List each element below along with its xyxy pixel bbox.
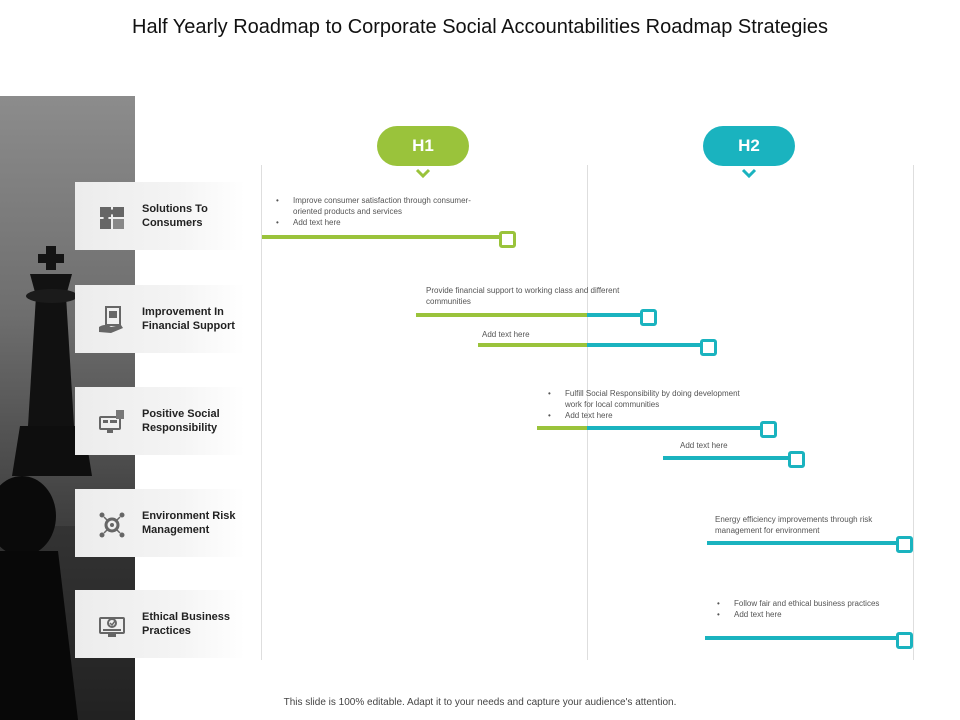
task-bar-h1 bbox=[478, 343, 587, 347]
task-bar-h1 bbox=[416, 313, 587, 317]
task-bar-h2 bbox=[587, 343, 701, 347]
task-bar-h2 bbox=[587, 313, 641, 317]
task-text: Add text here bbox=[482, 330, 530, 339]
task-bullet: Follow fair and ethical business practic… bbox=[715, 598, 885, 609]
task-bar-h2 bbox=[707, 541, 897, 545]
timeline-divider-start bbox=[261, 165, 262, 660]
task-text: Fulfill Social Responsibility by doing d… bbox=[546, 388, 746, 421]
slide-title: Half Yearly Roadmap to Corporate Social … bbox=[132, 16, 828, 38]
chevron-down-icon bbox=[741, 168, 757, 179]
task-bar-h1 bbox=[537, 426, 587, 430]
task-text: Provide financial support to working cla… bbox=[426, 286, 620, 306]
puzzle-icon bbox=[100, 207, 124, 229]
footer-note: This slide is 100% editable. Adapt it to… bbox=[283, 697, 677, 708]
row-label: Positive Social Responsibility bbox=[142, 408, 220, 434]
task-bullet: Add text here bbox=[546, 410, 746, 421]
milestone-node bbox=[896, 536, 913, 553]
timeline-divider-end bbox=[913, 165, 914, 660]
task-bullet: Fulfill Social Responsibility by doing d… bbox=[546, 388, 746, 410]
period-badge-h2: H2 bbox=[703, 126, 795, 166]
milestone-node bbox=[499, 231, 516, 248]
task-bar-h1 bbox=[262, 235, 500, 239]
task-text: Improve consumer satisfaction through co… bbox=[274, 195, 484, 228]
task-bar-h2 bbox=[663, 456, 790, 460]
milestone-node bbox=[700, 339, 717, 356]
milestone-node bbox=[760, 421, 777, 438]
task-text: Add text here bbox=[680, 441, 728, 450]
task-text: Follow fair and ethical business practic… bbox=[715, 598, 885, 620]
financial-support-icon bbox=[99, 306, 123, 333]
task-bar-h2 bbox=[705, 636, 897, 640]
social-monitor-icon bbox=[99, 410, 124, 433]
period-badge-h1: H1 bbox=[377, 126, 469, 166]
row-label: Improvement In Financial Support bbox=[142, 306, 235, 332]
milestone-node bbox=[788, 451, 805, 468]
row-card-ethical: Ethical Business Practices bbox=[75, 590, 245, 658]
chevron-down-icon bbox=[415, 168, 431, 179]
milestone-node bbox=[896, 632, 913, 649]
milestone-node bbox=[640, 309, 657, 326]
row-label: Ethical Business Practices bbox=[142, 611, 231, 637]
task-bar-h2 bbox=[587, 426, 761, 430]
row-card-financial: Improvement In Financial Support bbox=[75, 285, 245, 353]
task-text: Energy efficiency improvements through r… bbox=[715, 515, 873, 535]
task-bullet: Add text here bbox=[274, 217, 484, 228]
row-label: Solutions To Consumers bbox=[142, 203, 208, 229]
task-bullet: Add text here bbox=[715, 609, 885, 620]
ethical-monitor-icon bbox=[99, 617, 125, 637]
task-bullet: Improve consumer satisfaction through co… bbox=[274, 195, 484, 217]
row-label: Environment Risk Management bbox=[142, 510, 236, 536]
row-card-solutions: Solutions To Consumers bbox=[75, 182, 245, 250]
row-card-environment: Environment Risk Management bbox=[75, 489, 245, 557]
row-card-social: Positive Social Responsibility bbox=[75, 387, 245, 455]
risk-gear-icon bbox=[99, 512, 125, 538]
